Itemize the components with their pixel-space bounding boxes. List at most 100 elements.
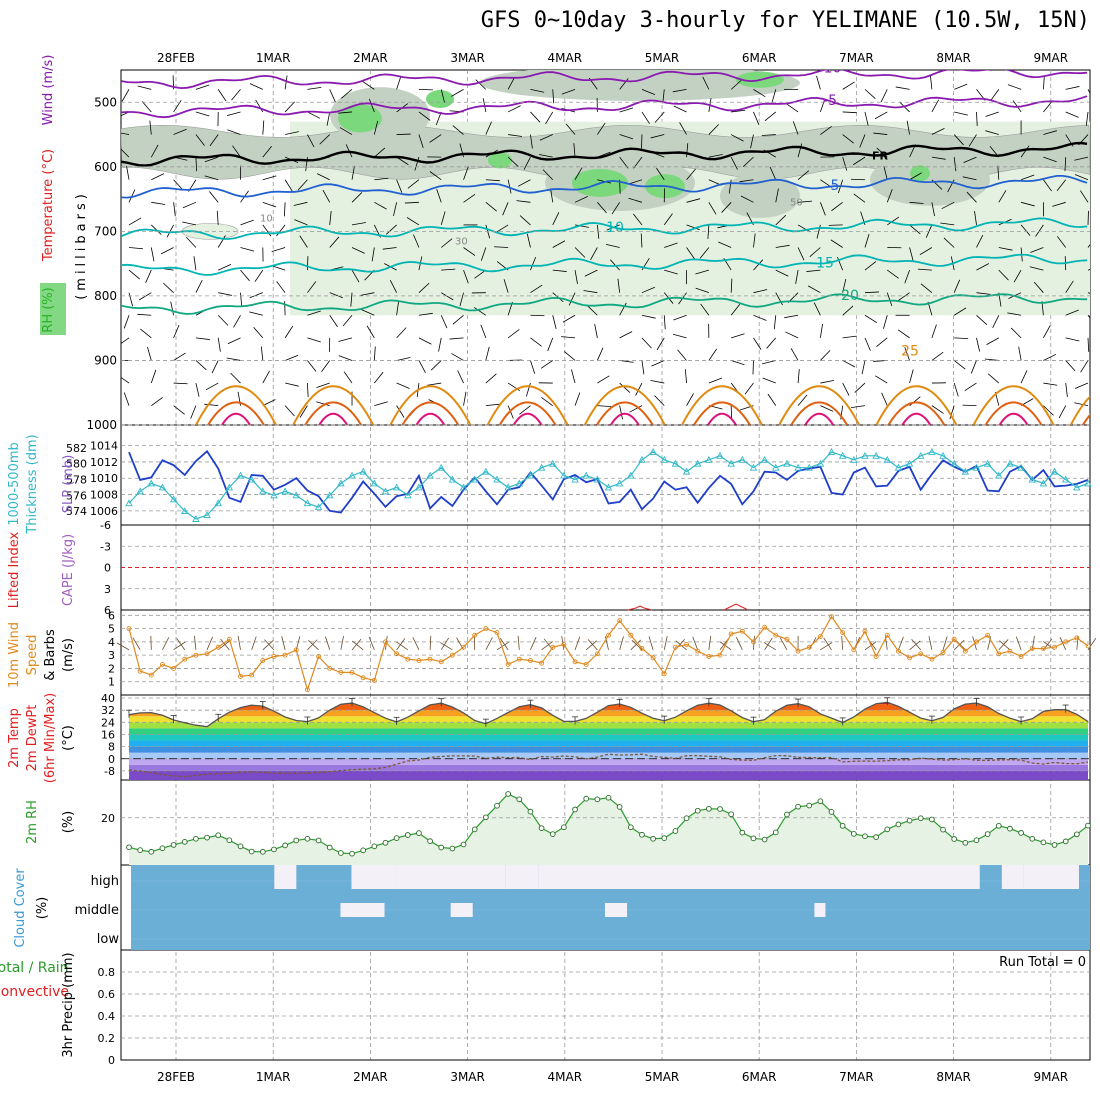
rh-point — [427, 838, 433, 845]
wind-barb — [418, 337, 432, 345]
wind-barb — [316, 401, 330, 407]
wind-barb — [766, 337, 777, 349]
upper-y-axis-label: (millibars) — [74, 190, 89, 300]
rh-point — [940, 826, 946, 833]
wind-barb — [132, 637, 141, 651]
wind-barb — [1013, 269, 1022, 283]
temp-tick-label: -8 — [104, 765, 115, 778]
rh-point — [360, 847, 367, 854]
wind-barb — [1010, 327, 1022, 339]
wind-speed-point — [304, 687, 310, 693]
thickness-point — [560, 471, 568, 479]
wind-barb — [887, 216, 900, 226]
wind-barb — [864, 233, 870, 248]
wind-barb — [686, 247, 695, 260]
rh-point — [371, 843, 378, 850]
wind-barb — [552, 89, 555, 104]
wind-barb — [195, 280, 203, 293]
rh-point — [906, 817, 913, 824]
cloud-clear-high — [395, 865, 506, 889]
wind-barb — [418, 111, 431, 121]
wind-barb — [240, 269, 250, 282]
wind-barb — [806, 269, 821, 272]
wind-barb — [1074, 174, 1089, 181]
wind-barb — [519, 405, 531, 415]
wind-barb — [807, 285, 821, 294]
rh-contour-label: 10 — [260, 214, 273, 225]
wind-speed-point — [594, 651, 600, 657]
wind-speed-point — [661, 671, 667, 677]
temperature-band — [129, 758, 1088, 765]
wind-speed-point — [182, 656, 188, 662]
wind-barb — [463, 391, 467, 406]
wind-barb — [976, 292, 991, 295]
wind-barb — [516, 200, 531, 203]
wind-barb — [128, 217, 142, 226]
wind-barb — [435, 111, 442, 126]
thickness-point — [916, 451, 925, 459]
thickness-point — [1006, 459, 1014, 467]
rh-region-mid — [480, 70, 800, 101]
wind-barb — [195, 111, 210, 117]
wind-barb — [797, 394, 808, 406]
slp-tick-label: 1012 — [90, 456, 118, 469]
thickness-point — [136, 487, 144, 495]
temperature-contour — [292, 385, 375, 425]
wind-barb — [1020, 201, 1035, 207]
wind-barb — [440, 642, 453, 651]
wind-barb — [151, 397, 163, 406]
wind-barb — [561, 88, 576, 95]
wind-barb — [742, 156, 754, 167]
wind-barb — [842, 134, 854, 144]
wind-barb — [987, 373, 1000, 384]
wind-speed-point — [416, 658, 422, 663]
page-title: GFS 0~10day 3-hourly for YELIMANE (10.5W… — [480, 8, 1090, 33]
bottom-date-label: 3MAR — [450, 1070, 485, 1084]
wind-tick-label: 1 — [108, 676, 115, 689]
wind-barb — [502, 202, 509, 216]
wind-barb — [999, 640, 1011, 651]
rh-point — [338, 850, 344, 856]
wind-barb — [151, 173, 165, 181]
wind-barb — [145, 269, 152, 284]
rh-point — [761, 836, 768, 843]
bottom-date-label: 2MAR — [353, 1070, 388, 1084]
rh-point — [170, 842, 177, 848]
wind-barb — [619, 107, 634, 113]
wind-speed-point — [851, 647, 857, 653]
slp-tick-label: 1010 — [90, 472, 118, 485]
wind-barb — [264, 639, 275, 651]
wind-barb — [583, 290, 598, 294]
wind-barb — [904, 269, 910, 284]
wind-barb — [507, 156, 519, 167]
wind-barb — [797, 369, 800, 384]
temperature-band — [129, 722, 1088, 729]
wind-barb — [587, 305, 598, 316]
wind-barb — [195, 134, 205, 146]
wind-barb — [830, 239, 843, 248]
rh-point — [1018, 830, 1024, 836]
wind-barb — [350, 292, 353, 307]
wind-barb — [173, 352, 186, 361]
wind-barb — [396, 301, 399, 316]
wind-barb — [775, 269, 789, 277]
wind-barb — [1074, 402, 1089, 407]
thickness-point — [850, 455, 858, 463]
wind-barb — [662, 89, 665, 104]
thickness-point — [192, 515, 200, 522]
wind-barb — [485, 121, 492, 135]
cape-y-axis-label: Lifted Index — [7, 531, 22, 608]
thickness-point — [760, 455, 769, 463]
wind-barb — [842, 305, 854, 316]
wind-speed-point — [695, 648, 701, 654]
wind-speed-point — [717, 652, 723, 658]
wind-barb — [917, 268, 932, 271]
wind-barb — [648, 636, 654, 650]
wind-barb — [329, 236, 340, 248]
wind-speed-point — [215, 644, 221, 650]
thickness-point — [169, 495, 178, 503]
wind-speed-point — [739, 628, 745, 634]
temperature-contour — [583, 385, 666, 425]
wind-barb — [436, 188, 442, 203]
wind-barb — [609, 259, 620, 271]
